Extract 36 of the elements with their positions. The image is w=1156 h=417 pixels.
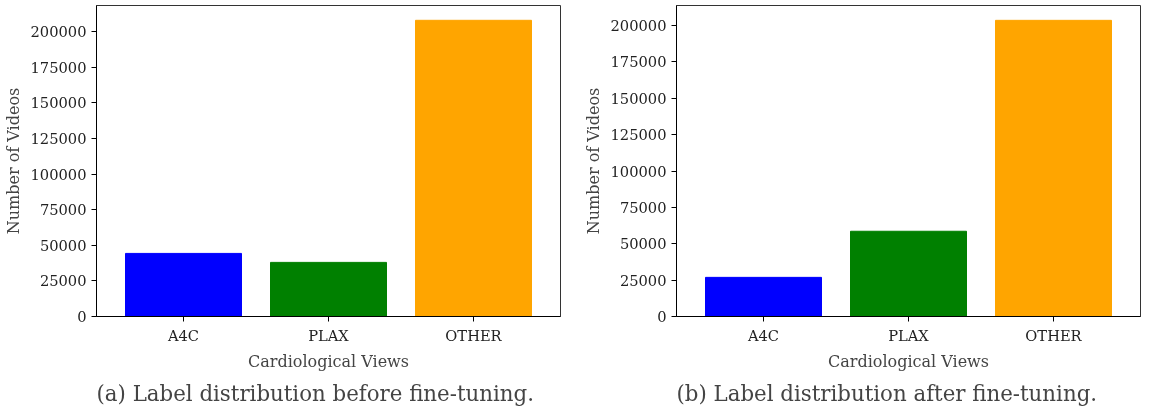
text: (a) Label distribution before fine-tuning.	[96, 380, 534, 406]
y-tick-label: 150000	[610, 89, 667, 107]
y-tick-label: 200000	[610, 17, 667, 35]
x-tick-label: A4C	[746, 326, 780, 344]
y-tick-label: 175000	[30, 58, 87, 76]
x-tick-label: OTHER	[1025, 326, 1083, 344]
y-tick-label: 150000	[30, 94, 87, 112]
y-tick-label: 25000	[39, 272, 87, 290]
y-tick-label: 0	[657, 308, 667, 325]
y-tick-label: 25000	[619, 271, 667, 289]
bar	[270, 261, 387, 317]
y-tick-label: 200000	[30, 23, 87, 41]
bar	[995, 19, 1112, 317]
bar	[705, 276, 822, 317]
y-tick-label: 100000	[610, 162, 667, 180]
x-tick-label: PLAX	[888, 326, 930, 344]
y-tick-label: 125000	[610, 126, 667, 144]
x-tick-label: A4C	[166, 326, 200, 344]
bar	[415, 19, 532, 317]
y-axis-title: Number of Videos	[3, 87, 23, 235]
y-tick-label: 100000	[30, 165, 87, 183]
y-tick-label: 175000	[610, 53, 667, 71]
y-axis-title: Number of Videos	[583, 87, 603, 235]
bar	[850, 230, 967, 317]
bar	[125, 252, 242, 317]
text: (b) Label distribution after fine-tuning.	[676, 380, 1098, 406]
x-tick-label: OTHER	[445, 326, 503, 344]
x-axis-title: Cardiological Views	[828, 351, 989, 371]
y-tick-label: 125000	[30, 130, 87, 147]
y-tick-label: 0	[77, 308, 87, 325]
y-tick-label: 75000	[39, 201, 87, 219]
y-tick-label: 75000	[619, 198, 667, 216]
x-tick-label: PLAX	[308, 326, 350, 344]
x-axis-title: Cardiological Views	[248, 351, 409, 371]
y-tick-label: 50000	[619, 235, 667, 253]
y-tick-label: 50000	[39, 236, 87, 254]
